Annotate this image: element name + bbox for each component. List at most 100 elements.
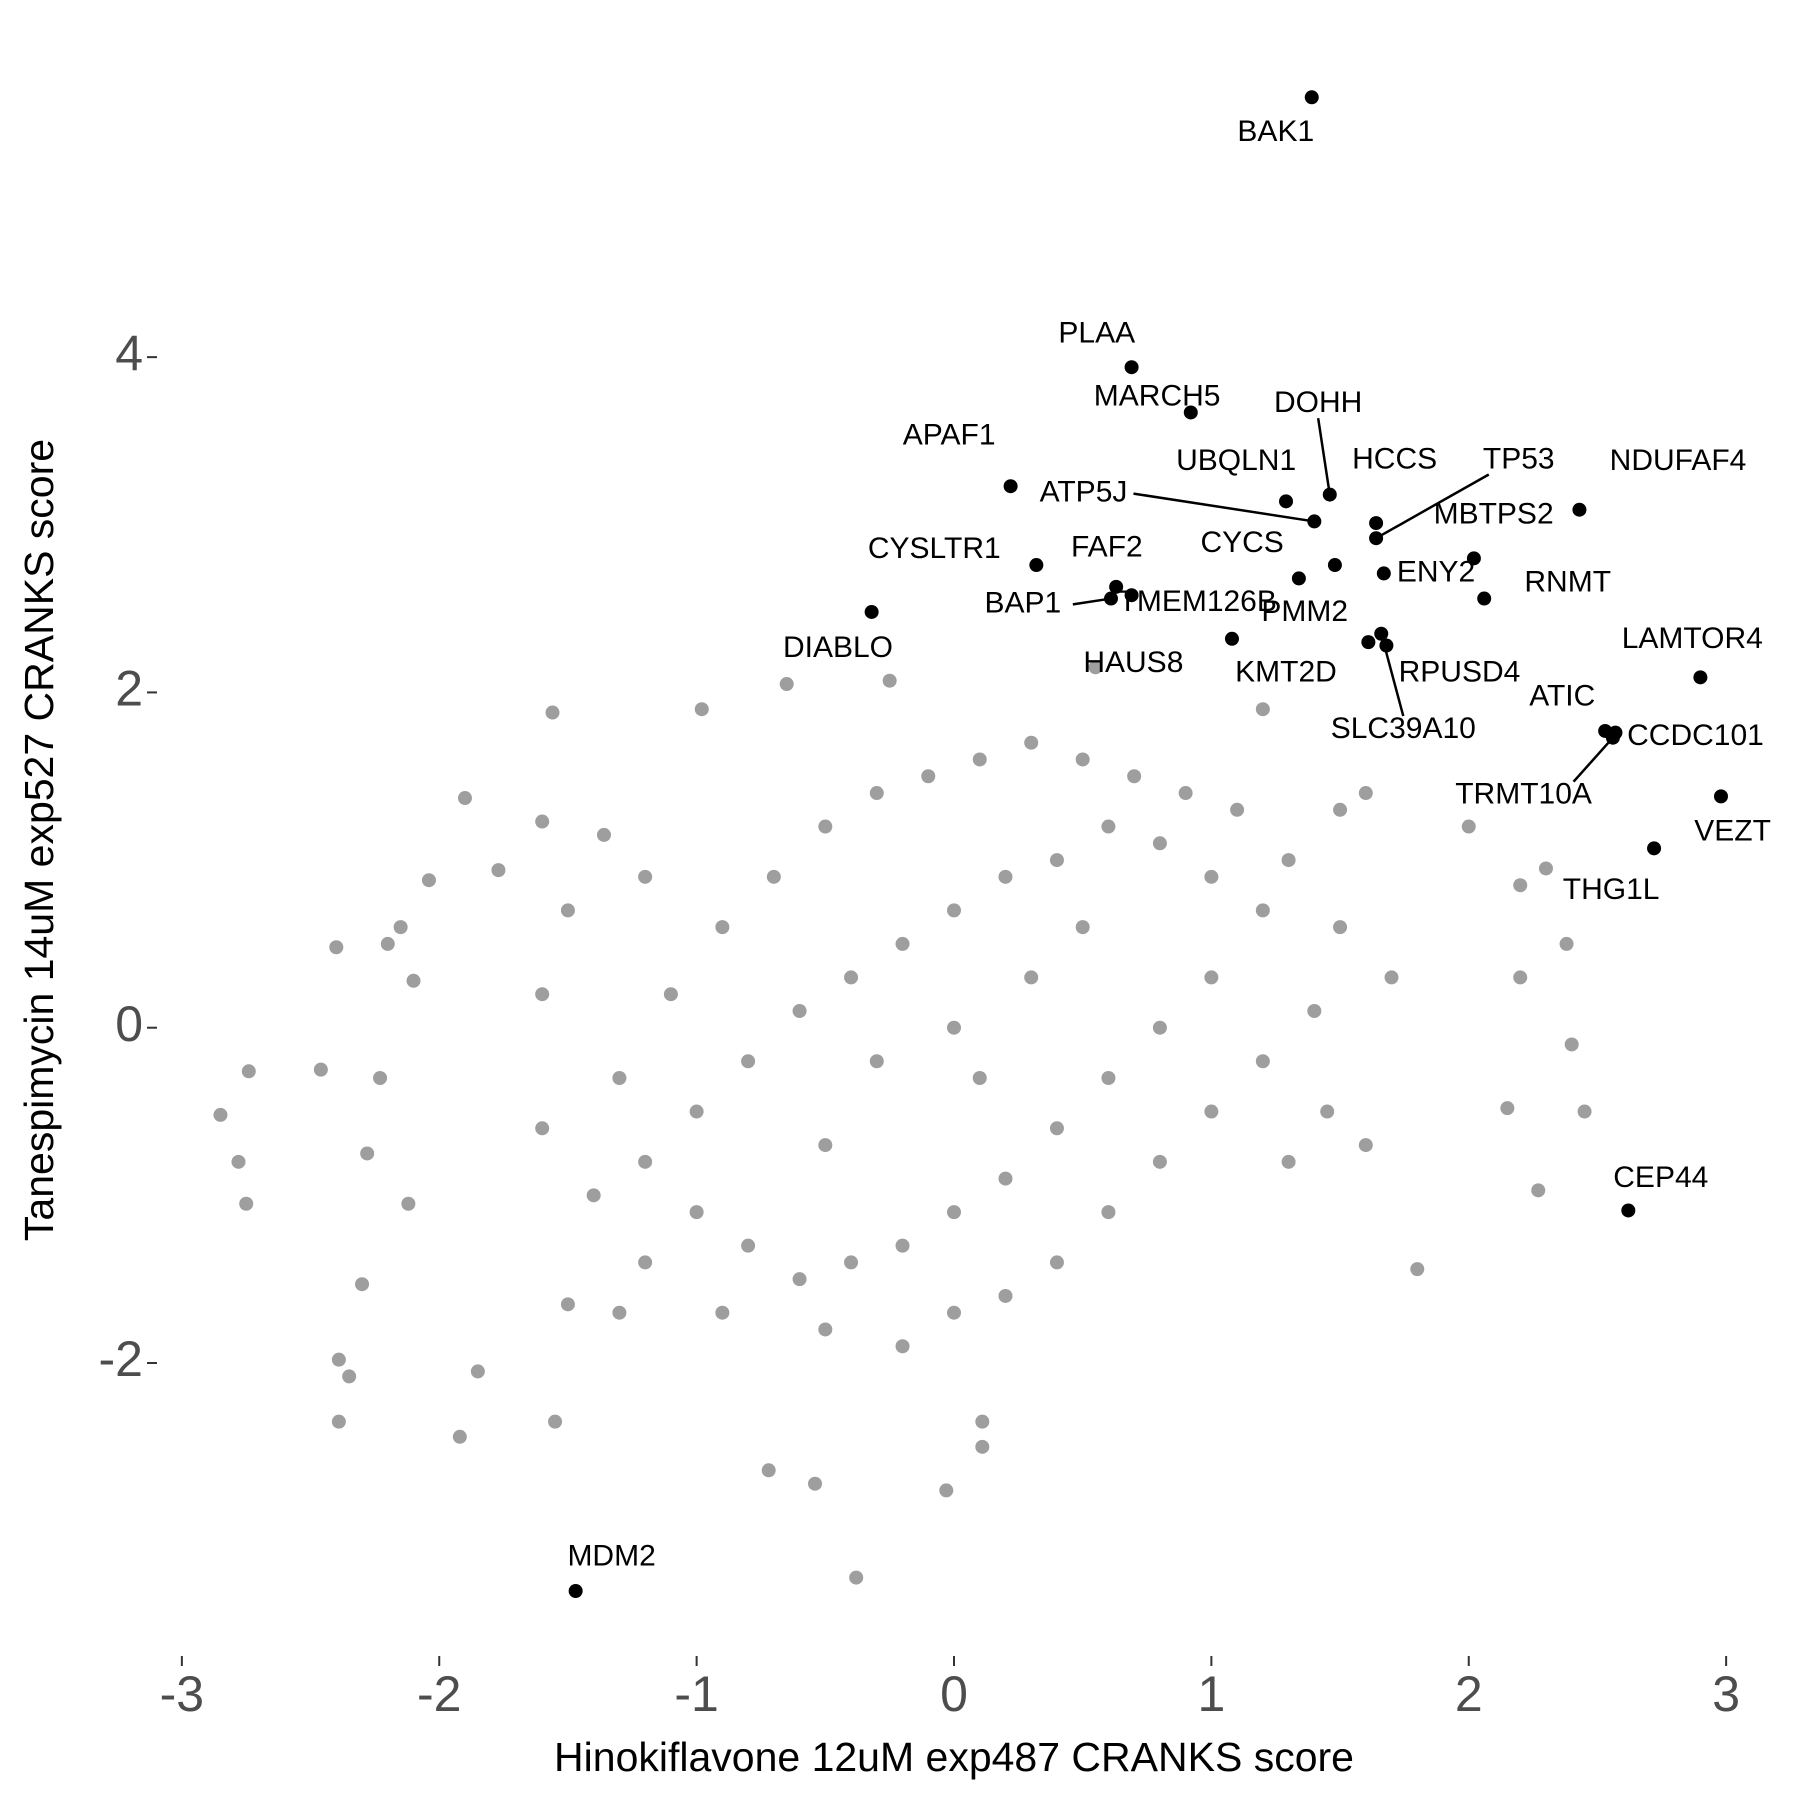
point <box>342 1369 357 1384</box>
highlight-point <box>1003 479 1018 494</box>
point <box>895 1238 910 1253</box>
point-label: TP53 <box>1483 442 1555 475</box>
y-tick-label: -2 <box>99 1331 143 1387</box>
point <box>355 1277 370 1292</box>
point <box>1152 1020 1167 1035</box>
point <box>1461 819 1476 834</box>
point <box>638 1255 653 1270</box>
point-label: SLC39A10 <box>1331 712 1476 745</box>
point-label: CCDC101 <box>1627 719 1764 752</box>
point <box>1410 1262 1425 1277</box>
point <box>761 1463 776 1478</box>
leader-line <box>1072 597 1112 606</box>
point <box>975 1414 990 1429</box>
point <box>1101 1071 1116 1086</box>
point <box>452 1429 467 1444</box>
point <box>715 1305 730 1320</box>
point-label: ENY2 <box>1397 555 1475 588</box>
point <box>638 869 653 884</box>
x-tick-label: -1 <box>674 1666 718 1722</box>
point <box>329 940 344 955</box>
point <box>921 769 936 784</box>
leader-line <box>1375 473 1490 540</box>
point-label: TMEM126B <box>1119 585 1277 618</box>
point <box>1577 1104 1592 1119</box>
highlight-point <box>1109 579 1124 594</box>
point <box>849 1570 864 1585</box>
point-label: BAK1 <box>1237 115 1314 148</box>
highlight-point <box>1183 405 1198 420</box>
leader-line <box>1133 492 1315 523</box>
point-label: TRMT10A <box>1455 778 1592 811</box>
point <box>818 1322 833 1337</box>
point <box>947 903 961 918</box>
point-label: BAP1 <box>984 586 1061 619</box>
point-label: HAUS8 <box>1083 646 1183 679</box>
point-label: MARCH5 <box>1094 379 1221 412</box>
point <box>1500 1101 1515 1116</box>
highlight-point <box>1621 1203 1636 1218</box>
point <box>972 1071 987 1086</box>
point-label: RPUSD4 <box>1399 655 1521 688</box>
highlight-point <box>1713 789 1728 804</box>
point <box>1333 802 1348 817</box>
point <box>596 827 611 842</box>
y-tick-label: 4 <box>115 325 143 381</box>
point <box>1178 786 1193 801</box>
point <box>331 1414 346 1429</box>
y-axis-title: Tanespimycin 14uM exp527 CRANKS score <box>16 439 62 1241</box>
point-label: THG1L <box>1563 873 1660 906</box>
point <box>1204 970 1219 985</box>
point <box>1559 936 1574 951</box>
highlight-point <box>1693 670 1708 685</box>
point-label: ATP5J <box>1040 476 1128 509</box>
point <box>882 673 897 688</box>
point <box>895 1339 910 1354</box>
point <box>844 970 859 985</box>
highlight-point <box>1327 558 1342 573</box>
point <box>1152 836 1167 851</box>
point <box>1513 970 1528 985</box>
point <box>231 1154 246 1169</box>
point-label: MDM2 <box>567 1539 655 1572</box>
point <box>1564 1037 1579 1052</box>
x-tick-label: 1 <box>1197 1666 1225 1722</box>
point <box>360 1146 375 1161</box>
point-label: CYCS <box>1200 526 1283 559</box>
highlight-point <box>1124 588 1139 603</box>
point <box>638 1154 653 1169</box>
highlight-point <box>1279 494 1294 509</box>
point-label: PLAA <box>1058 317 1135 350</box>
point <box>1049 853 1064 868</box>
point <box>1255 702 1270 717</box>
point <box>1358 1138 1373 1153</box>
point <box>947 1205 961 1220</box>
point <box>612 1305 627 1320</box>
point <box>535 1121 550 1136</box>
point <box>947 1305 961 1320</box>
point-label: DOHH <box>1274 386 1362 419</box>
point <box>373 1071 388 1086</box>
point <box>792 1272 807 1287</box>
point <box>331 1352 346 1367</box>
point <box>1152 1154 1167 1169</box>
point <box>947 1020 961 1035</box>
point <box>470 1364 485 1379</box>
point <box>1384 970 1399 985</box>
point <box>1049 1121 1064 1136</box>
point <box>1230 802 1245 817</box>
point <box>1024 970 1039 985</box>
highlight-point <box>1369 516 1384 531</box>
highlight-point <box>1376 566 1391 581</box>
point <box>689 1104 704 1119</box>
point <box>545 705 560 720</box>
point <box>1204 869 1219 884</box>
point <box>401 1196 416 1211</box>
point <box>818 819 833 834</box>
point <box>998 1171 1013 1186</box>
point <box>560 903 575 918</box>
point <box>939 1483 954 1498</box>
point <box>766 869 781 884</box>
highlight-point <box>1304 90 1319 105</box>
